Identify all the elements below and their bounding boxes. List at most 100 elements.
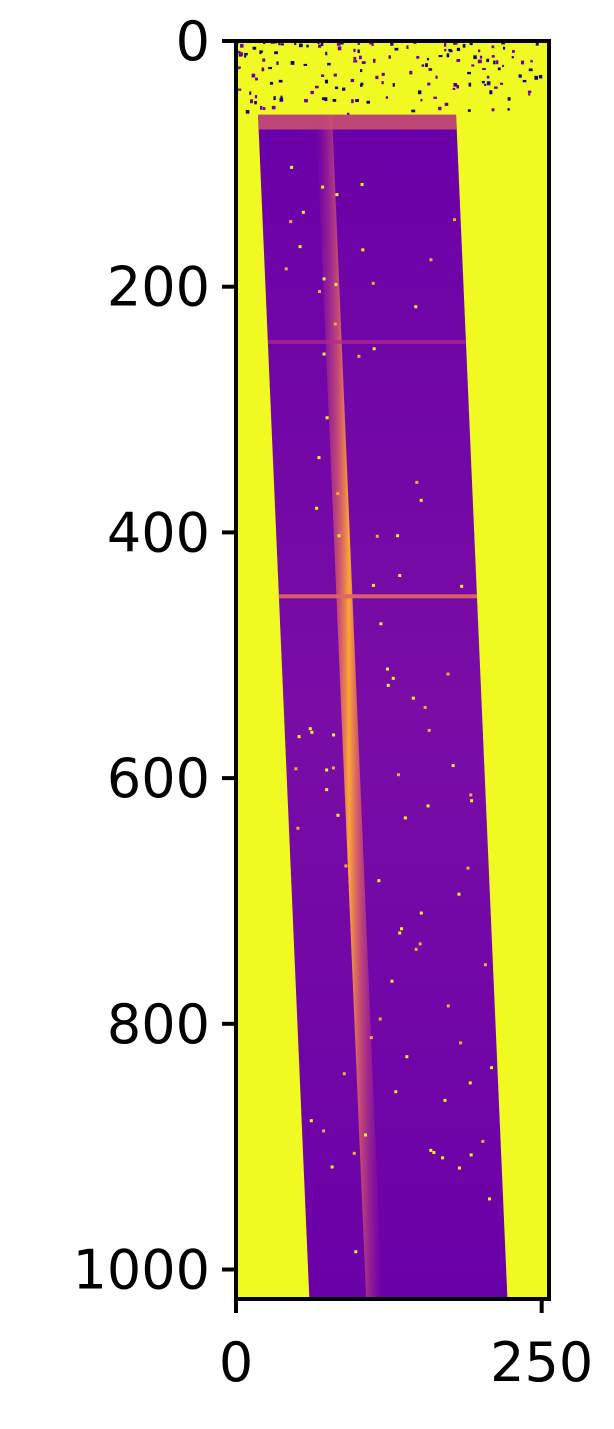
noise-pixel <box>261 67 265 72</box>
noise-pixel <box>416 55 420 59</box>
noise-pixel <box>320 42 324 46</box>
hot-pixel <box>334 282 338 286</box>
noise-pixel <box>390 41 394 46</box>
hot-pixel <box>371 281 375 285</box>
hot-pixel <box>357 354 361 358</box>
y-tick-label: 200 <box>107 256 210 319</box>
noise-pixel <box>260 50 263 53</box>
hot-pixel <box>390 979 394 983</box>
noise-pixel <box>274 51 278 55</box>
hot-pixel <box>360 182 364 186</box>
hot-pixel <box>386 667 390 671</box>
hot-pixel <box>418 942 422 946</box>
noise-pixel <box>494 86 498 89</box>
hot-pixel <box>419 498 423 502</box>
noise-pixel <box>392 83 395 87</box>
noise-pixel <box>481 80 485 84</box>
noise-pixel <box>353 48 356 52</box>
hot-pixel <box>414 947 418 951</box>
hot-pixel <box>332 733 336 737</box>
hot-pixel <box>396 773 400 777</box>
hot-pixel <box>446 1004 450 1008</box>
noise-pixel <box>269 81 274 85</box>
hot-pixel <box>333 322 337 326</box>
hot-pixel <box>443 1098 447 1102</box>
noise-pixel <box>535 42 539 46</box>
plot-area <box>236 41 549 1299</box>
hot-pixel <box>354 1250 358 1254</box>
noise-pixel <box>467 109 471 112</box>
noise-pixel <box>462 44 466 48</box>
noise-pixel <box>512 50 515 53</box>
noise-pixel <box>479 55 483 59</box>
noise-pixel <box>320 74 325 77</box>
hot-pixel <box>396 534 400 538</box>
noise-pixel <box>279 97 284 102</box>
noise-pixel <box>310 90 314 95</box>
noise-pixel <box>315 85 319 89</box>
noise-pixel <box>336 43 341 46</box>
noise-pixel <box>453 41 457 45</box>
noise-pixel <box>497 67 501 71</box>
noise-pixel <box>294 41 297 46</box>
noise-pixel <box>255 77 258 81</box>
noise-pixel <box>444 48 447 52</box>
noise-pixel <box>499 82 504 85</box>
noise-pixel <box>421 64 425 67</box>
hot-pixel <box>321 185 325 189</box>
noise-pixel <box>427 82 431 86</box>
noise-pixel <box>411 109 416 113</box>
hot-pixel <box>310 730 314 734</box>
hot-pixel <box>415 480 419 484</box>
noise-pixel <box>366 100 371 104</box>
noise-pixel <box>369 42 373 45</box>
hot-pixel <box>289 220 293 224</box>
noise-pixel <box>522 79 527 83</box>
noise-pixel <box>237 50 241 54</box>
y-tick-label: 600 <box>107 747 210 810</box>
hot-pixel <box>322 352 326 356</box>
noise-pixel <box>438 55 443 58</box>
noise-pixel <box>468 82 472 87</box>
noise-pixel <box>482 68 486 71</box>
noise-pixel <box>361 61 366 65</box>
noise-pixel <box>426 57 430 61</box>
noise-pixel <box>446 53 450 58</box>
hot-pixel <box>301 210 305 214</box>
hot-pixel <box>423 705 427 709</box>
noise-pixel <box>406 45 409 49</box>
y-tick-label: 0 <box>176 10 210 73</box>
noise-pixel <box>318 44 322 48</box>
hot-pixel <box>427 728 431 732</box>
hot-pixel <box>429 258 433 262</box>
noise-pixel <box>333 73 337 77</box>
hot-pixel <box>375 534 379 538</box>
noise-pixel <box>530 60 533 63</box>
hot-pixel <box>317 456 321 460</box>
hot-pixel <box>337 534 341 538</box>
noise-pixel <box>353 60 358 63</box>
hot-pixel <box>331 766 335 770</box>
noise-pixel <box>251 73 256 78</box>
emission-line-2 <box>278 594 477 599</box>
noise-pixel <box>334 86 339 90</box>
hot-pixel <box>490 1066 494 1070</box>
hot-pixel <box>330 1165 334 1169</box>
noise-pixel <box>353 56 357 60</box>
noise-pixel <box>237 88 242 91</box>
hot-pixel <box>469 793 473 797</box>
y-tick-label: 400 <box>107 501 210 564</box>
noise-pixel <box>428 68 433 71</box>
noise-pixel <box>385 96 389 99</box>
hot-pixel <box>342 1072 346 1076</box>
noise-pixel <box>477 49 481 53</box>
noise-pixel <box>375 75 379 80</box>
hot-pixel <box>290 165 294 169</box>
noise-pixel <box>433 96 437 99</box>
noise-pixel <box>477 59 482 64</box>
noise-pixel <box>350 78 355 83</box>
noise-pixel <box>538 75 543 79</box>
hot-pixel <box>298 245 302 249</box>
noise-pixel <box>371 43 374 46</box>
